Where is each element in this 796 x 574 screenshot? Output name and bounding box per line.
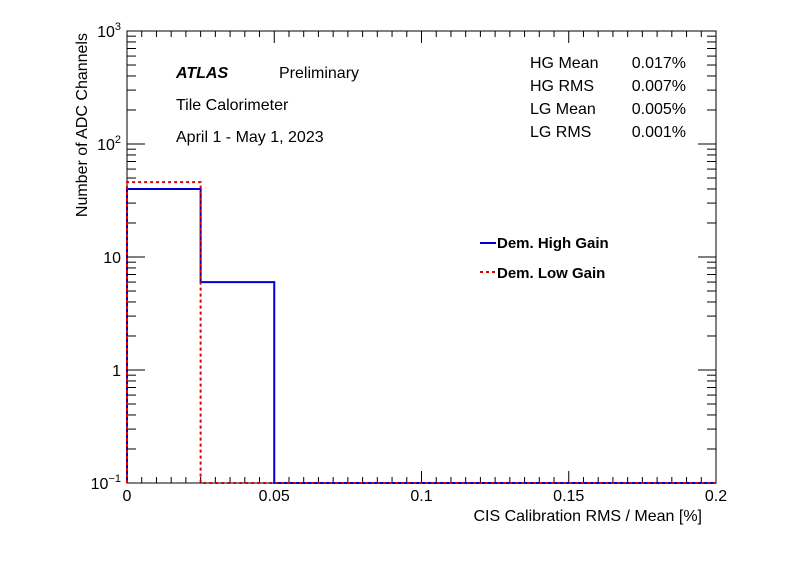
preliminary-label: Preliminary (279, 65, 359, 82)
stat-value: 0.001% (632, 124, 686, 141)
y-tick-label: 103 (97, 21, 121, 41)
legend: Dem. High Gain Dem. Low Gain (480, 235, 609, 282)
histogram-series (126, 181, 716, 484)
stat-label: HG RMS (530, 78, 594, 95)
x-tick-label: 0.2 (705, 488, 727, 505)
legend-label-high-gain: Dem. High Gain (497, 235, 609, 252)
stat-value: 0.007% (632, 78, 686, 95)
x-tick-label: 0.1 (410, 488, 432, 505)
detector-label: Tile Calorimeter (176, 97, 289, 114)
stats-box: HG Mean 0.017% HG RMS 0.007% LG Mean 0.0… (530, 55, 686, 141)
y-tick-label: 1 (112, 363, 121, 380)
stat-label: LG Mean (530, 101, 596, 118)
x-tick-label: 0.05 (259, 488, 290, 505)
stat-value: 0.017% (632, 55, 686, 72)
x-tick-label: 0.15 (553, 488, 584, 505)
stat-label: HG Mean (530, 55, 598, 72)
histogram-series-high-gain (126, 187, 716, 484)
y-tick-label: 102 (97, 134, 121, 154)
stat-value: 0.005% (632, 101, 686, 118)
legend-label-low-gain: Dem. Low Gain (497, 265, 605, 282)
period-label: April 1 - May 1, 2023 (176, 129, 324, 146)
x-tick-label: 0 (123, 488, 132, 505)
axis-ticks: 0 0.05 0.1 0.15 0.2 10−1 1 10 102 103 (91, 21, 728, 505)
x-axis-title: CIS Calibration RMS / Mean [%] (473, 508, 702, 525)
y-tick-label: 10 (103, 250, 121, 267)
y-axis-title: Number of ADC Channels (74, 33, 91, 217)
stat-label: LG RMS (530, 124, 591, 141)
y-tick-label: 10−1 (91, 473, 121, 493)
histogram-series-low-gain (126, 181, 716, 484)
atlas-label: ATLAS (175, 65, 228, 82)
